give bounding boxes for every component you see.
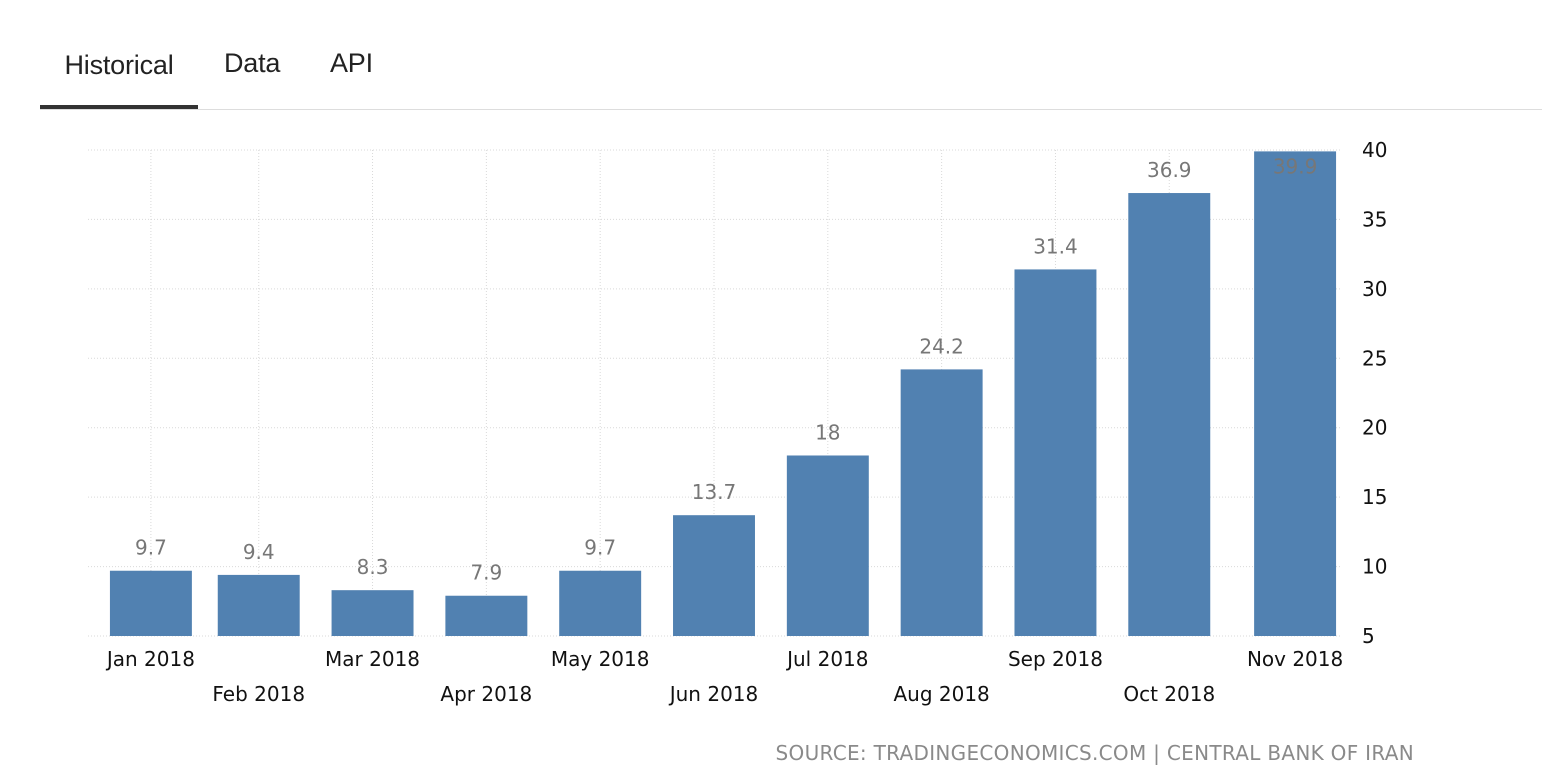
x-tick-label: Oct 2018 [1123,682,1215,706]
x-tick-label: Apr 2018 [440,682,532,706]
x-tick-label: Jun 2018 [668,682,759,706]
bar [331,590,414,636]
bar-data-label: 36.9 [1147,158,1192,182]
y-tick-label: 35 [1362,207,1387,231]
y-tick-label: 40 [1362,138,1387,162]
x-tick-label: Nov 2018 [1247,647,1343,671]
bar [217,574,300,636]
x-tick-label: May 2018 [551,647,650,671]
bar-data-label: 39.9 [1273,154,1318,178]
bar-data-label: 8.3 [357,555,389,579]
x-tick-label: Jul 2018 [785,647,868,671]
bar-chart: 5 10 15 20 25 30 35 40 9.7 Jan 2018 9.4 Feb 2018 8.3… [88,138,1387,706]
bar-data-label: 9.4 [243,540,275,564]
x-tick-label: Mar 2018 [325,647,420,671]
y-tick-label: 15 [1362,485,1387,509]
chart-area: 5 10 15 20 25 30 35 40 9.7 Jan 2018 9.4 Feb 2018 8.3… [40,110,1542,782]
bar-data-label: 31.4 [1033,234,1078,258]
y-tick-label: 5 [1362,624,1375,648]
bar-data-label: 13.7 [692,480,737,504]
bar [445,595,528,636]
bar-data-label: 9.7 [584,536,616,560]
source-note: SOURCE: TRADINGECONOMICS.COM | CENTRAL B… [775,741,1414,765]
bar [109,570,192,636]
bar-data-label: 18 [815,420,840,444]
tab-historical[interactable]: Historical [40,0,198,109]
x-tick-label: Feb 2018 [212,682,305,706]
bar [1254,151,1337,636]
y-tick-label: 20 [1362,416,1387,440]
x-tick-label: Aug 2018 [893,682,989,706]
tab-data[interactable]: Data [224,48,281,78]
bar-data-label: 9.7 [135,536,167,560]
tab-bar: Historical Data API [40,0,1542,110]
bar [900,369,983,636]
y-tick-label: 25 [1362,346,1387,370]
bar [1014,269,1097,636]
y-tick-label: 30 [1362,277,1387,301]
bar-data-label: 7.9 [470,561,502,585]
x-tick-label: Jan 2018 [105,647,195,671]
tab-api[interactable]: API [330,48,373,78]
bar [786,455,869,636]
y-tick-label: 10 [1362,555,1387,579]
bar-data-label: 24.2 [919,334,964,358]
bar [1128,193,1211,636]
x-tick-label: Sep 2018 [1008,647,1103,671]
bar [673,515,755,636]
bar [559,570,642,636]
